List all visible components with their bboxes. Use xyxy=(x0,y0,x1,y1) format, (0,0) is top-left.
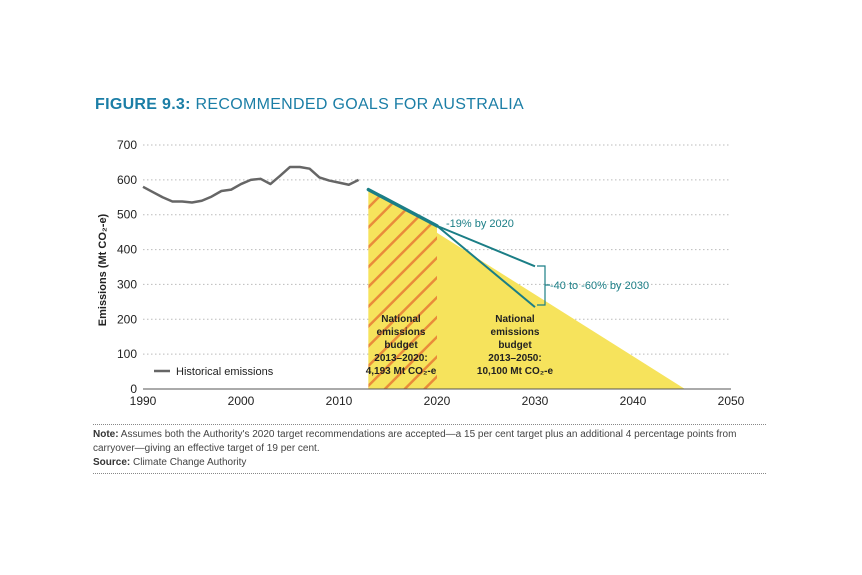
y-tick-label-200: 200 xyxy=(117,312,137,326)
target-2030-bracket xyxy=(537,265,550,306)
y-tick-label-100: 100 xyxy=(117,347,137,361)
note-bottom-divider xyxy=(93,473,766,474)
source-label: Source: xyxy=(93,457,131,468)
source-text: Climate Change Authority xyxy=(133,457,247,468)
trajectory-2013-2020-segment xyxy=(366,187,439,228)
budget-2050-line1: National xyxy=(495,314,535,325)
budget-area-2020-hatched xyxy=(368,189,437,389)
budget-2020-line4: 2013–2020: xyxy=(374,353,427,364)
budget-2020-line5: 4,193 Mt CO₂-e xyxy=(366,366,437,377)
note-paragraph: Note: Assumes both the Authority's 2020 … xyxy=(93,428,753,456)
figure-label: FIGURE 9.3: xyxy=(95,96,191,113)
series-lines xyxy=(142,165,536,308)
budget-area-2050 xyxy=(368,189,685,389)
budget-areas xyxy=(368,189,685,389)
x-tick-label-2000: 2000 xyxy=(228,394,255,408)
note-label: Note: xyxy=(93,429,119,440)
budget-2050-line5: 10,100 Mt CO₂-e xyxy=(477,366,554,377)
y-tick-label-0: 0 xyxy=(130,382,137,396)
y-tick-label-300: 300 xyxy=(117,277,137,291)
legend-label-historical: Historical emissions xyxy=(176,366,274,378)
target-2020-annotation: -19% by 2020 xyxy=(446,218,514,230)
target-2030-annotation: -40 to -60% by 2030 xyxy=(550,280,649,292)
budget-2020-label: National emissions budget 2013–2020: 4,1… xyxy=(366,314,437,377)
budget-2050-line3: budget xyxy=(498,340,532,351)
y-tick-label-500: 500 xyxy=(117,208,137,222)
figure-title-text: RECOMMENDED GOALS FOR AUSTRALIA xyxy=(195,96,524,113)
note-top-divider xyxy=(93,424,766,425)
x-tick-label-2010: 2010 xyxy=(326,394,353,408)
figure-title: FIGURE 9.3: RECOMMENDED GOALS FOR AUSTRA… xyxy=(95,96,524,114)
budget-2020-line1: National xyxy=(381,314,421,325)
x-tick-label-2030: 2030 xyxy=(522,394,549,408)
y-axis-label: Emissions (Mt CO₂-e) xyxy=(97,213,109,326)
tick-labels: 0 100 200 300 400 500 600 700 1990 2000 2010 2020 20… xyxy=(117,138,745,408)
source-line: Source: Climate Change Authority xyxy=(93,456,753,470)
x-tick-label-2040: 2040 xyxy=(620,394,647,408)
budget-2020-line2: emissions xyxy=(377,327,426,338)
historical-emissions-line xyxy=(142,165,360,204)
y-tick-label-400: 400 xyxy=(117,243,137,257)
budget-2050-label: National emissions budget 2013–2050: 10,… xyxy=(477,314,554,377)
x-tick-label-2050: 2050 xyxy=(718,394,745,408)
y-tick-label-600: 600 xyxy=(117,173,137,187)
figure-note: Note: Assumes both the Authority's 2020 … xyxy=(93,428,753,470)
budget-2050-line4: 2013–2050: xyxy=(488,353,541,364)
budget-2050-line2: emissions xyxy=(491,327,540,338)
note-text: Assumes both the Authority's 2020 target… xyxy=(93,429,737,454)
x-tick-label-2020: 2020 xyxy=(424,394,451,408)
y-tick-label-700: 700 xyxy=(117,138,137,152)
x-tick-label-1990: 1990 xyxy=(130,394,157,408)
budget-2020-line3: budget xyxy=(384,340,418,351)
